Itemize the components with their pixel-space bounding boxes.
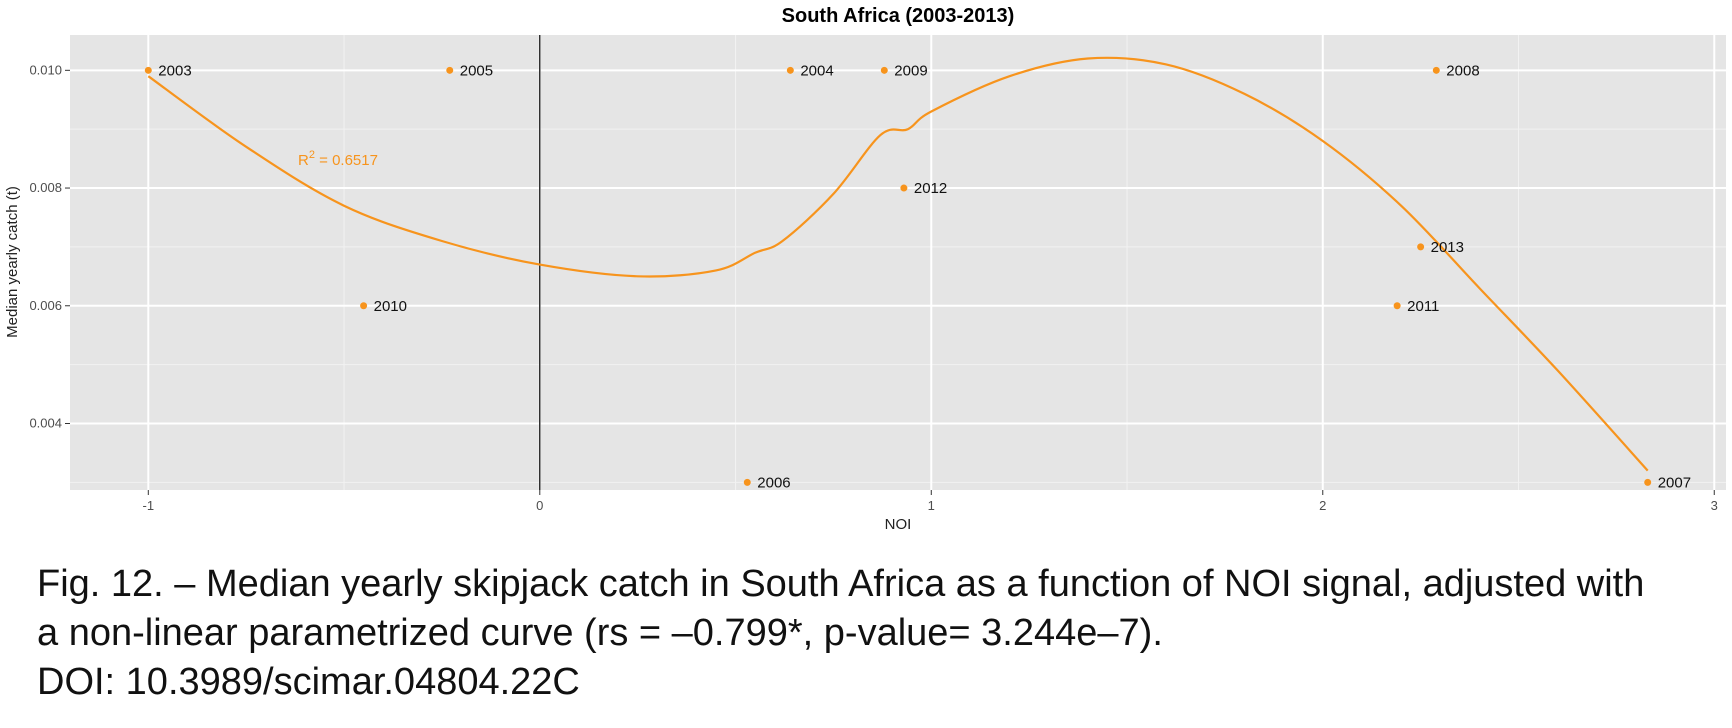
y-tick-label: 0.004 <box>29 415 62 430</box>
x-axis-ticks: -1 0 1 2 3 <box>143 490 1718 513</box>
points-layer <box>144 66 1652 486</box>
data-point <box>144 66 152 74</box>
r2-superscript: 2 <box>309 149 315 161</box>
plot-panel <box>70 35 1726 490</box>
point-labels: 2003 2004 2005 2006 2007 2008 2009 2010 2011 2012… <box>158 62 1691 491</box>
data-point-label: 2013 <box>1431 239 1464 256</box>
y-axis-title: Median yearly catch (t) <box>4 186 21 338</box>
data-point <box>1432 66 1440 74</box>
data-point <box>1644 478 1652 486</box>
y-tick-label: 0.006 <box>29 298 62 313</box>
data-point <box>880 66 888 74</box>
data-point <box>900 184 908 192</box>
r2-value: = 0.6517 <box>315 152 378 169</box>
data-point-label: 2004 <box>800 62 833 79</box>
data-point-label: 2007 <box>1658 474 1691 491</box>
data-point <box>360 302 368 310</box>
x-tick-label: 1 <box>928 498 935 513</box>
x-tick-label: 3 <box>1711 498 1718 513</box>
data-point <box>1417 243 1425 251</box>
data-point-label: 2005 <box>460 62 493 79</box>
fit-curve <box>147 56 1649 472</box>
caption-line-1: Fig. 12. – Median yearly skipjack catch … <box>37 563 1645 605</box>
x-tick-label: 0 <box>536 498 543 513</box>
data-point-label: 2003 <box>158 62 191 79</box>
figure-caption: Fig. 12. – Median yearly skipjack catch … <box>37 560 1717 707</box>
y-tick-label: 0.010 <box>29 62 62 77</box>
chart: South Africa (2003-2013) 2003 20042005200… <box>4 5 1726 533</box>
data-point <box>743 478 751 486</box>
data-point <box>1393 302 1401 310</box>
data-point-label: 2011 <box>1407 298 1439 315</box>
x-tick-label: -1 <box>143 498 155 513</box>
chart-title: South Africa (2003-2013) <box>782 5 1015 27</box>
y-axis-ticks: 0.004 0.006 0.008 0.010 <box>29 62 70 430</box>
data-point-label: 2009 <box>894 62 927 79</box>
y-tick-label: 0.008 <box>29 180 62 195</box>
r-squared-annotation: R2 = 0.6517 <box>298 149 378 169</box>
data-point-label: 2010 <box>374 298 407 315</box>
data-point-label: 2006 <box>757 474 790 491</box>
data-point <box>786 66 794 74</box>
data-point <box>446 66 454 74</box>
x-tick-label: 2 <box>1319 498 1326 513</box>
caption-line-3: DOI: 10.3989/scimar.04804.22C <box>37 661 580 703</box>
caption-line-2: a non-linear parametrized curve (rs = –0… <box>37 612 1163 654</box>
x-axis-title: NOI <box>885 516 912 533</box>
grid-minor <box>70 35 1726 490</box>
data-point-label: 2012 <box>914 180 947 197</box>
r2-prefix: R <box>298 152 309 169</box>
data-point-label: 2008 <box>1446 62 1479 79</box>
